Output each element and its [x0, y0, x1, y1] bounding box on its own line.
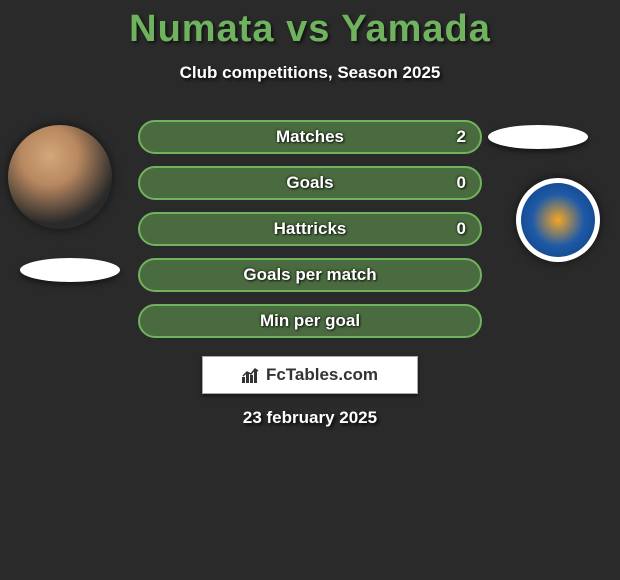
brand-label: FcTables.com — [266, 365, 378, 385]
stat-bar-hattricks: Hattricks 0 — [138, 212, 482, 246]
stat-value-right: 0 — [457, 219, 466, 239]
stat-value-right: 0 — [457, 173, 466, 193]
stat-label: Goals — [286, 173, 333, 193]
player-left-avatar — [8, 125, 112, 229]
player-right-avatar — [516, 178, 600, 262]
subtitle: Club competitions, Season 2025 — [0, 63, 620, 83]
stat-bar-goals: Goals 0 — [138, 166, 482, 200]
date-label: 23 february 2025 — [0, 408, 620, 428]
page-title: Numata vs Yamada — [0, 0, 620, 51]
brand-box[interactable]: FcTables.com — [202, 356, 418, 394]
stat-label: Goals per match — [243, 265, 376, 285]
stat-bar-min-per-goal: Min per goal — [138, 304, 482, 338]
stat-label: Hattricks — [274, 219, 347, 239]
chart-icon — [242, 367, 262, 383]
ellipse-right — [488, 125, 588, 149]
club-badge-icon — [521, 183, 595, 257]
stat-bar-matches: Matches 2 — [138, 120, 482, 154]
stat-bar-goals-per-match: Goals per match — [138, 258, 482, 292]
stat-value-right: 2 — [457, 127, 466, 147]
stat-label: Matches — [276, 127, 344, 147]
ellipse-left — [20, 258, 120, 282]
stat-label: Min per goal — [260, 311, 360, 331]
infographic-container: Numata vs Yamada Club competitions, Seas… — [0, 0, 620, 580]
stat-bars: Matches 2 Goals 0 Hattricks 0 Goals per … — [138, 120, 482, 350]
